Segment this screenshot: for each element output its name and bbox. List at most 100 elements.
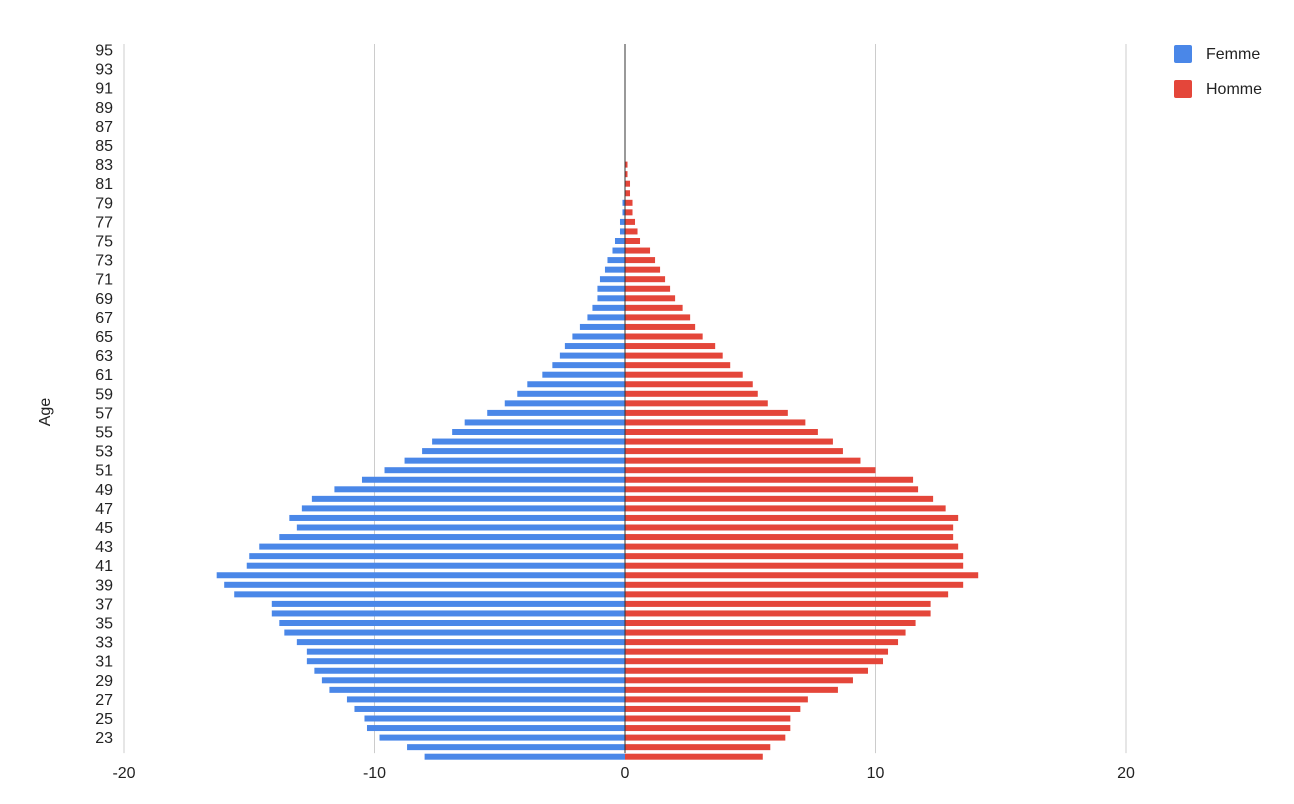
bar-homme-age-73[interactable] <box>625 257 656 264</box>
bar-femme-age-26[interactable] <box>354 705 625 712</box>
bar-femme-age-46[interactable] <box>289 514 625 521</box>
bar-homme-age-60[interactable] <box>625 381 753 388</box>
bar-femme-age-41[interactable] <box>246 562 625 569</box>
bar-homme-age-77[interactable] <box>625 218 636 225</box>
bar-femme-age-32[interactable] <box>306 648 625 655</box>
bar-femme-age-58[interactable] <box>504 400 625 407</box>
bar-homme-age-45[interactable] <box>625 524 954 531</box>
bar-homme-age-undefined[interactable] <box>625 753 763 760</box>
bar-homme-age-62[interactable] <box>625 362 731 369</box>
bar-femme-age-31[interactable] <box>306 658 625 665</box>
bar-homme-age-29[interactable] <box>625 677 853 684</box>
bar-femme-age-69[interactable] <box>597 295 625 302</box>
bar-femme-age-27[interactable] <box>346 696 625 703</box>
bar-homme-age-57[interactable] <box>625 409 788 416</box>
bar-femme-age-29[interactable] <box>321 677 625 684</box>
bar-homme-age-81[interactable] <box>625 180 631 187</box>
bar-homme-age-49[interactable] <box>625 486 919 493</box>
bar-homme-age-24[interactable] <box>625 725 791 732</box>
bar-homme-age-37[interactable] <box>625 600 931 607</box>
bar-homme-age-26[interactable] <box>625 705 801 712</box>
bar-homme-age-65[interactable] <box>625 333 703 340</box>
bar-femme-age-70[interactable] <box>597 285 625 292</box>
bar-femme-age-24[interactable] <box>366 725 625 732</box>
bar-homme-age-48[interactable] <box>625 495 934 502</box>
bar-homme-age-43[interactable] <box>625 543 959 550</box>
bar-femme-age-79[interactable] <box>622 199 625 206</box>
bar-femme-age-62[interactable] <box>552 362 625 369</box>
bar-homme-age-61[interactable] <box>625 371 743 378</box>
bar-homme-age-50[interactable] <box>625 476 914 483</box>
legend-swatch-homme[interactable] <box>1174 80 1192 98</box>
bar-homme-age-75[interactable] <box>625 238 641 244</box>
bar-femme-age-77[interactable] <box>619 218 625 225</box>
bar-femme-age-64[interactable] <box>564 343 625 350</box>
bar-homme-age-68[interactable] <box>625 304 683 311</box>
bar-homme-age-74[interactable] <box>625 247 651 254</box>
bar-homme-age-79[interactable] <box>625 199 633 206</box>
bar-femme-age-72[interactable] <box>604 266 625 273</box>
bar-homme-age-34[interactable] <box>625 629 906 636</box>
bar-femme-age-65[interactable] <box>572 333 625 340</box>
bar-homme-age-33[interactable] <box>625 639 899 646</box>
bar-homme-age-47[interactable] <box>625 505 946 512</box>
bar-homme-age-59[interactable] <box>625 390 758 397</box>
bar-femme-age-48[interactable] <box>311 495 625 502</box>
bar-femme-age-33[interactable] <box>296 639 625 646</box>
bar-homme-age-69[interactable] <box>625 295 676 302</box>
bar-homme-age-78[interactable] <box>625 209 633 216</box>
bar-homme-age-76[interactable] <box>625 228 638 235</box>
bar-homme-age-56[interactable] <box>625 419 806 426</box>
bar-femme-age-35[interactable] <box>279 620 625 626</box>
bar-homme-age-42[interactable] <box>625 553 964 560</box>
bar-femme-age-38[interactable] <box>234 591 625 598</box>
bar-homme-age-38[interactable] <box>625 591 949 598</box>
bar-homme-age-58[interactable] <box>625 400 768 407</box>
bar-homme-age-25[interactable] <box>625 715 791 722</box>
bar-femme-age-59[interactable] <box>517 390 625 397</box>
bar-femme-age-30[interactable] <box>314 667 625 674</box>
bar-femme-age-28[interactable] <box>329 686 625 693</box>
bar-femme-age-40[interactable] <box>216 572 625 579</box>
bar-homme-age-44[interactable] <box>625 534 954 541</box>
bar-femme-age-73[interactable] <box>607 257 625 264</box>
bar-homme-age-36[interactable] <box>625 610 931 617</box>
bar-homme-age-83[interactable] <box>625 161 628 168</box>
bar-femme-age-66[interactable] <box>579 323 625 330</box>
bar-femme-age-45[interactable] <box>296 524 625 531</box>
bar-femme-age-52[interactable] <box>404 457 625 464</box>
bar-homme-age-40[interactable] <box>625 572 979 579</box>
bar-homme-age-63[interactable] <box>625 352 723 359</box>
bar-femme-age-44[interactable] <box>279 534 625 541</box>
bar-femme-age-67[interactable] <box>587 314 625 321</box>
bar-homme-age-82[interactable] <box>625 171 628 178</box>
bar-homme-age-55[interactable] <box>625 429 818 435</box>
bar-homme-age-72[interactable] <box>625 266 661 273</box>
bar-femme-age-56[interactable] <box>464 419 625 426</box>
bar-femme-age-60[interactable] <box>527 381 625 388</box>
bar-homme-age-53[interactable] <box>625 448 843 455</box>
bar-femme-age-23[interactable] <box>379 734 625 741</box>
bar-femme-age-36[interactable] <box>271 610 625 617</box>
legend[interactable]: Femme Homme <box>1174 45 1262 98</box>
bar-homme-age-35[interactable] <box>625 620 916 626</box>
bar-homme-age-70[interactable] <box>625 285 671 292</box>
bar-femme-age-49[interactable] <box>334 486 625 493</box>
bar-femme-age-61[interactable] <box>542 371 625 378</box>
bar-homme-age-41[interactable] <box>625 562 964 569</box>
bar-femme-age-50[interactable] <box>361 476 625 483</box>
bar-homme-age-23[interactable] <box>625 734 786 741</box>
bar-femme-age-71[interactable] <box>599 276 625 283</box>
bar-homme-age-51[interactable] <box>625 467 876 474</box>
bar-femme-age-75[interactable] <box>614 238 625 244</box>
bar-femme-age-51[interactable] <box>384 467 625 474</box>
bar-femme-age-25[interactable] <box>364 715 625 722</box>
legend-swatch-femme[interactable] <box>1174 45 1192 63</box>
bar-femme-age-54[interactable] <box>432 438 625 445</box>
bar-homme-age-32[interactable] <box>625 648 889 655</box>
bar-femme-age-76[interactable] <box>619 228 625 235</box>
bar-homme-age-67[interactable] <box>625 314 691 321</box>
bar-homme-age-80[interactable] <box>625 190 631 197</box>
legend-label-femme[interactable]: Femme <box>1206 46 1260 63</box>
bar-femme-age-34[interactable] <box>284 629 625 636</box>
